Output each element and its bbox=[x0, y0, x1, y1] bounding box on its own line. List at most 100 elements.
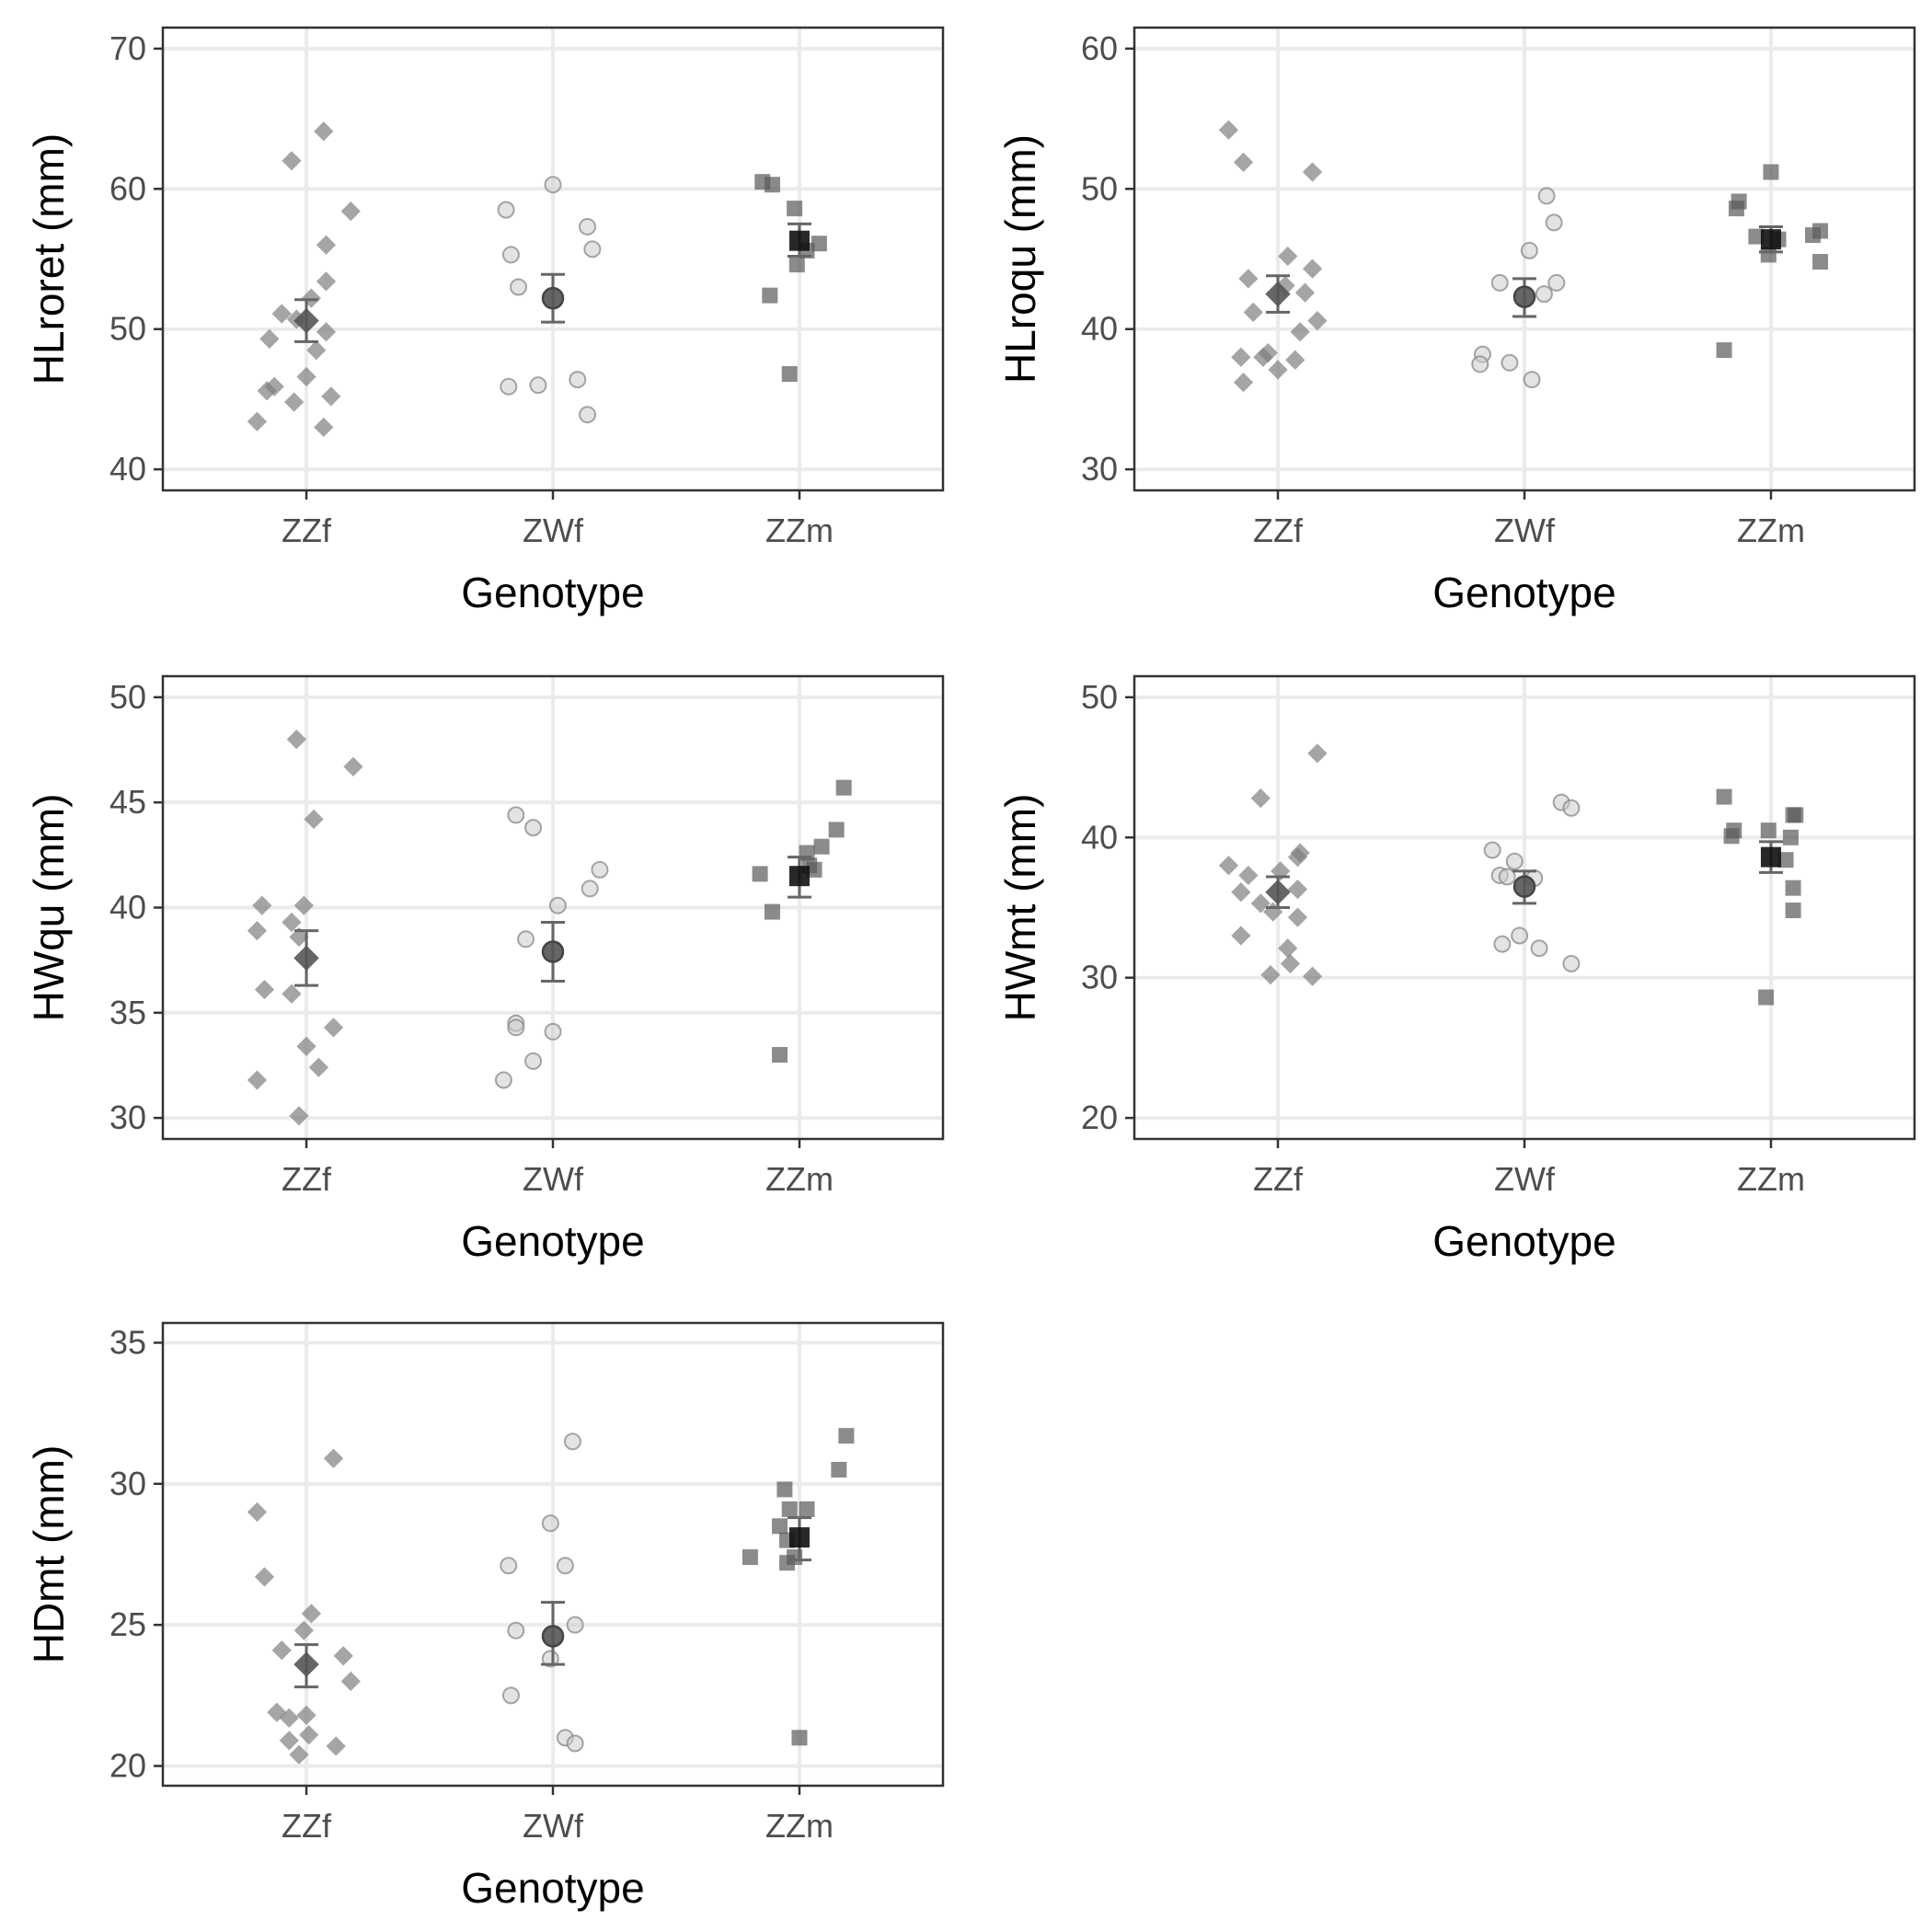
data-point-ZZf bbox=[299, 1725, 319, 1745]
data-point-ZZm bbox=[1777, 852, 1794, 868]
data-point-ZZm bbox=[811, 236, 827, 252]
data-point-ZZf bbox=[343, 756, 363, 776]
mean-point-ZWf bbox=[541, 940, 565, 963]
data-point-ZZm bbox=[1716, 342, 1732, 359]
data-point-ZWf bbox=[524, 1052, 543, 1070]
data-point-ZWf bbox=[583, 240, 602, 259]
data-point-ZZm bbox=[1758, 989, 1775, 1006]
data-point-ZZm bbox=[781, 365, 798, 382]
data-point-ZZm bbox=[791, 1730, 808, 1746]
data-point-ZZf bbox=[333, 1646, 353, 1666]
x-tick-label: ZZm bbox=[765, 512, 834, 549]
data-point-ZZm bbox=[787, 201, 803, 217]
data-point-ZZm bbox=[1785, 903, 1801, 919]
panel-5: 20 25 30 35 ZZf ZWf ZZm Genotype HDmt (mm) bbox=[25, 1321, 945, 1912]
y-tick-label: 25 bbox=[109, 1605, 146, 1643]
x-tick-label: ZZf bbox=[282, 1160, 332, 1198]
data-point-ZZf bbox=[1238, 865, 1259, 886]
data-point-ZZf bbox=[247, 921, 268, 941]
data-point-ZZf bbox=[284, 392, 305, 412]
y-tick-label: 20 bbox=[109, 1747, 146, 1785]
data-point-ZWf bbox=[1493, 935, 1512, 953]
x-axis-title: Genotype bbox=[461, 569, 644, 616]
data-point-ZZm bbox=[1763, 164, 1779, 180]
panel-1: 40 50 60 70 ZZf ZWf ZZm Genotype HLroret (mm) bbox=[25, 26, 945, 616]
data-point-ZWf bbox=[541, 1514, 559, 1533]
data-point-ZZf bbox=[252, 895, 272, 915]
x-tick-label: ZZm bbox=[1737, 1160, 1805, 1198]
data-point-ZZf bbox=[1218, 856, 1239, 876]
data-point-ZWf bbox=[517, 930, 535, 949]
data-point-ZZf bbox=[316, 271, 337, 292]
data-point-ZZf bbox=[1233, 152, 1254, 172]
data-point-ZZf bbox=[1280, 953, 1301, 974]
data-point-ZZf bbox=[279, 1731, 299, 1751]
mean-point-ZZm bbox=[788, 1527, 810, 1548]
data-point-ZWf bbox=[1545, 213, 1563, 232]
panel-3: 30 35 40 45 50 ZZf ZWf ZZm Genotype HWqu (mm) bbox=[25, 674, 945, 1265]
data-point-ZZf bbox=[316, 235, 337, 255]
x-tick-label: ZZm bbox=[765, 1807, 834, 1845]
data-point-ZZm bbox=[838, 1428, 855, 1444]
data-point-ZZf bbox=[282, 912, 302, 933]
data-point-ZZm bbox=[776, 1481, 793, 1498]
y-tick-label: 30 bbox=[1081, 959, 1118, 996]
data-point-ZZf bbox=[282, 151, 302, 171]
mean-point-ZWf bbox=[1512, 285, 1536, 308]
data-point-ZWf bbox=[566, 1734, 584, 1753]
data-point-ZZf bbox=[1287, 907, 1308, 927]
y-axis-title: HWmt (mm) bbox=[996, 794, 1044, 1022]
x-tick-label: ZZf bbox=[1253, 512, 1304, 549]
data-point-ZZm bbox=[1728, 201, 1744, 217]
y-tick-label: 20 bbox=[1081, 1098, 1118, 1136]
data-point-ZZf bbox=[289, 1106, 309, 1126]
y-tick-label: 60 bbox=[1081, 29, 1118, 67]
data-point-ZZf bbox=[1285, 350, 1305, 370]
x-tick-label: ZZf bbox=[282, 512, 332, 549]
data-point-ZZf bbox=[293, 1620, 314, 1640]
data-point-ZZf bbox=[257, 381, 277, 401]
mean-point-ZZm bbox=[788, 866, 810, 887]
data-point-ZZf bbox=[1278, 246, 1298, 267]
mean-point-ZZm bbox=[1760, 846, 1781, 868]
data-point-ZZf bbox=[1250, 788, 1271, 809]
panel-2: 30 40 50 60 ZZf ZWf ZZm Genotype HLroqu (mm) bbox=[996, 26, 1916, 616]
data-point-ZZm bbox=[813, 838, 830, 855]
data-point-ZZf bbox=[271, 1640, 292, 1661]
data-point-ZZm bbox=[764, 903, 780, 920]
mean-point-ZWf bbox=[541, 1625, 565, 1648]
y-axis-title: HLroqu (mm) bbox=[996, 134, 1044, 384]
data-point-ZZf bbox=[314, 121, 334, 142]
y-axis-title: HLroret (mm) bbox=[25, 133, 73, 385]
data-point-ZZm bbox=[1716, 788, 1732, 805]
data-point-ZZf bbox=[1302, 162, 1323, 182]
data-point-ZWf bbox=[591, 860, 609, 879]
data-point-ZWf bbox=[500, 377, 518, 396]
data-point-ZZf bbox=[289, 926, 309, 948]
data-point-ZWf bbox=[524, 819, 543, 837]
data-point-ZZf bbox=[316, 322, 337, 342]
data-point-ZWf bbox=[1490, 273, 1509, 292]
data-point-ZZm bbox=[835, 779, 852, 796]
y-tick-label: 60 bbox=[109, 169, 146, 207]
data-point-ZZf bbox=[296, 1036, 316, 1057]
mean-point-ZZm bbox=[1760, 229, 1781, 250]
data-point-ZZm bbox=[752, 866, 768, 882]
data-point-ZZf bbox=[304, 809, 324, 830]
x-axis-title: Genotype bbox=[1432, 569, 1616, 616]
data-point-ZZf bbox=[1307, 310, 1328, 331]
data-point-ZWf bbox=[1520, 241, 1538, 259]
y-tick-label: 50 bbox=[1081, 678, 1118, 716]
y-tick-label: 35 bbox=[109, 1323, 146, 1361]
data-point-ZZm bbox=[772, 1047, 788, 1064]
y-tick-label: 45 bbox=[109, 783, 146, 821]
x-tick-label: ZWf bbox=[523, 1160, 584, 1198]
data-point-ZZf bbox=[301, 1604, 322, 1624]
data-point-ZZf bbox=[1287, 847, 1308, 868]
data-point-ZWf bbox=[501, 246, 520, 264]
data-point-ZZf bbox=[254, 980, 275, 1000]
y-tick-label: 35 bbox=[109, 994, 146, 1031]
mean-point-ZZm bbox=[788, 230, 810, 251]
y-tick-label: 70 bbox=[109, 29, 146, 67]
